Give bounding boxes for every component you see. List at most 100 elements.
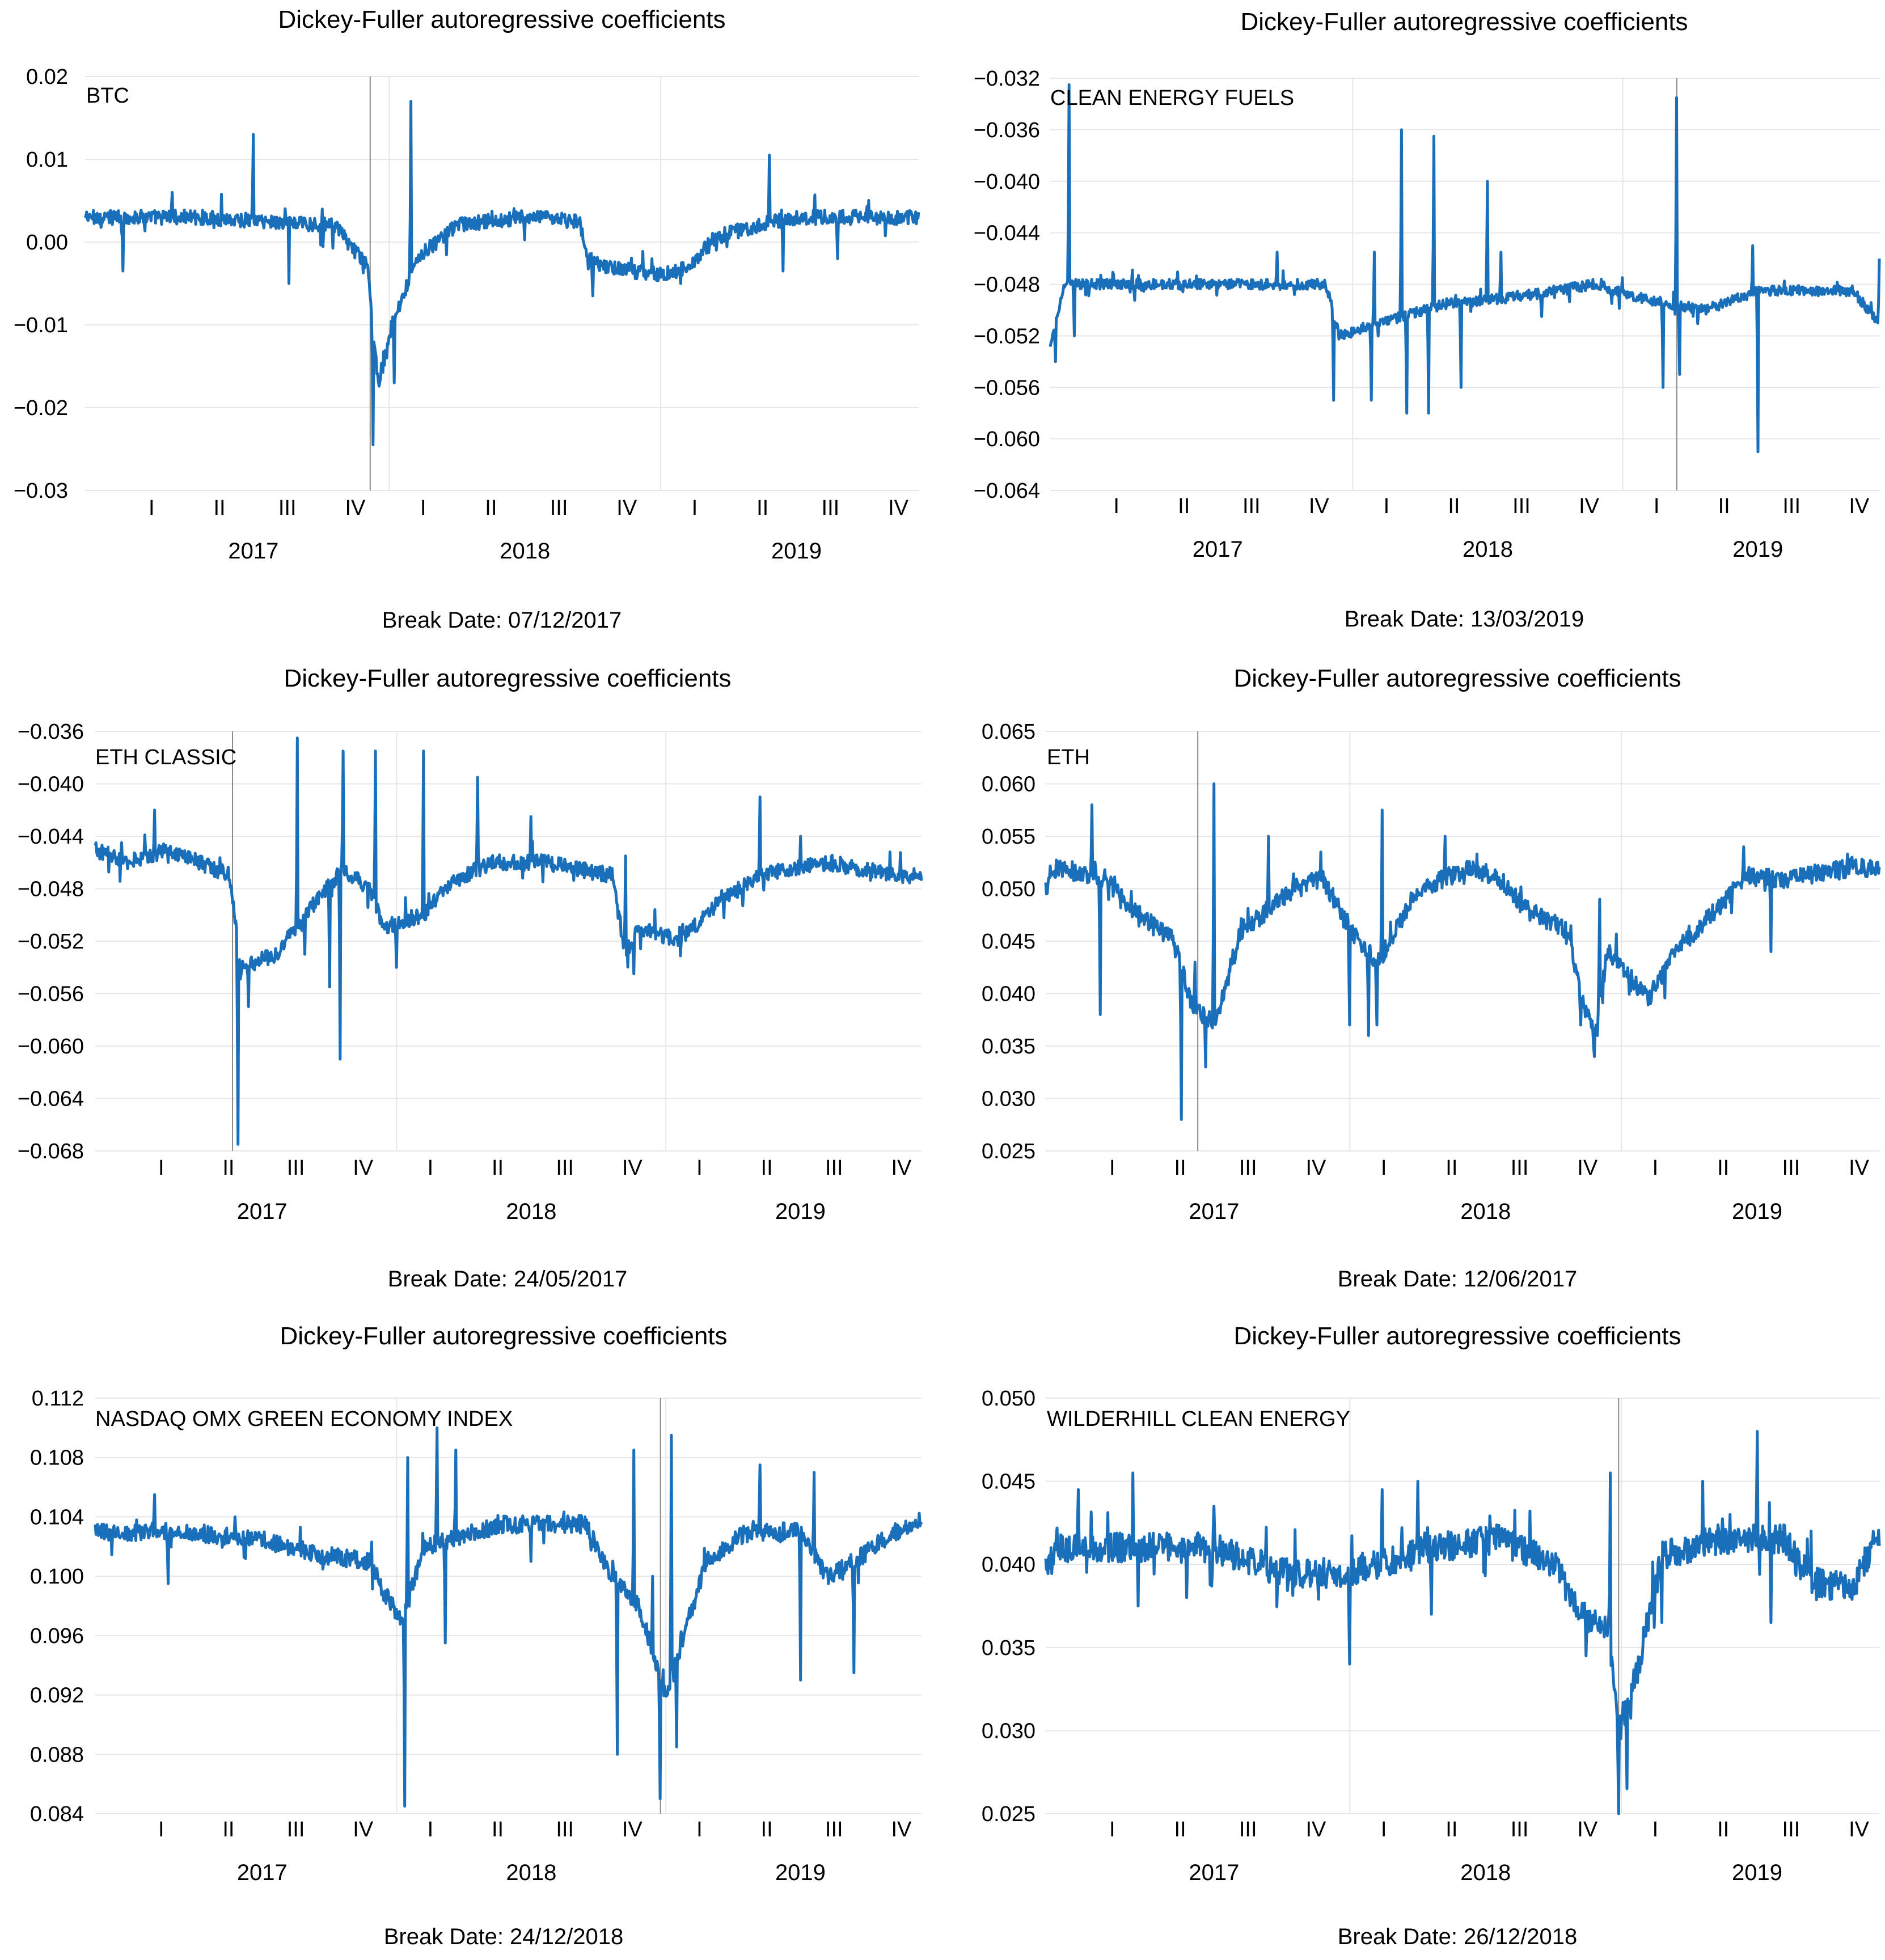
- series-label: ETH: [1047, 746, 1090, 769]
- x-quarter-label: II: [222, 1818, 234, 1842]
- x-quarter-label: I: [692, 496, 698, 520]
- x-year-label: 2018: [1460, 1860, 1511, 1885]
- chart-title: Dickey-Fuller autoregressive coefficient…: [1233, 1322, 1681, 1350]
- x-quarter-label: IV: [888, 496, 909, 520]
- x-quarter-label: II: [1178, 494, 1190, 518]
- chart-plot: 0.020.010.00−0.01−0.02−0.03I II III IV I II II…: [14, 65, 920, 564]
- chart-title: Dickey-Fuller autoregressive coefficient…: [1233, 664, 1681, 692]
- x-year-label: 2017: [1189, 1860, 1239, 1885]
- series-label: ETH CLASSIC: [95, 746, 237, 769]
- y-tick-label: −0.048: [974, 273, 1040, 297]
- x-quarter-label: III: [1512, 494, 1531, 518]
- x-quarter-label: I: [1652, 1818, 1659, 1842]
- x-quarter-label: II: [761, 1156, 773, 1180]
- x-quarter-label: I: [428, 1156, 434, 1180]
- y-tick-label: 0.045: [982, 930, 1036, 954]
- x-quarter-label: III: [825, 1156, 843, 1180]
- y-tick-label: 0.030: [982, 1087, 1036, 1111]
- x-quarter-label: I: [696, 1156, 703, 1180]
- chart-panel-wilderhill-clean-energy: Dickey-Fuller autoregressive coefficient…: [942, 1306, 1885, 1960]
- y-tick-label: 0.050: [982, 1387, 1036, 1411]
- x-quarter-label: I: [158, 1156, 164, 1180]
- x-quarter-label: III: [556, 1818, 574, 1842]
- chart-title: Dickey-Fuller autoregressive coefficient…: [1240, 8, 1688, 36]
- y-tick-label: −0.040: [18, 773, 84, 797]
- x-quarter-label: II: [1174, 1818, 1186, 1842]
- x-quarter-label: IV: [1849, 1156, 1870, 1180]
- x-year-label: 2017: [1193, 537, 1243, 562]
- x-year-label: 2017: [237, 1860, 288, 1885]
- y-tick-label: −0.01: [14, 314, 68, 337]
- x-quarter-label: III: [1511, 1818, 1529, 1842]
- x-quarter-label: I: [1384, 494, 1390, 518]
- y-tick-label: −0.056: [974, 376, 1040, 400]
- y-tick-label: 0.060: [982, 773, 1036, 797]
- y-tick-label: 0.035: [982, 1636, 1036, 1660]
- x-year-label: 2018: [1460, 1199, 1511, 1224]
- series-line: [1044, 1430, 1881, 1815]
- series-line: [94, 736, 923, 1146]
- y-tick-label: 0.050: [982, 878, 1036, 901]
- y-tick-label: 0.00: [26, 231, 68, 255]
- x-quarter-label: III: [1782, 494, 1801, 518]
- x-quarter-label: IV: [1577, 1818, 1598, 1842]
- series-line: [94, 1426, 923, 1808]
- x-year-label: 2017: [1189, 1199, 1239, 1224]
- x-year-label: 2017: [237, 1199, 288, 1224]
- x-quarter-label: III: [287, 1156, 305, 1180]
- series-label: WILDERHILL CLEAN ENERGY: [1047, 1407, 1350, 1431]
- x-quarter-label: II: [1174, 1156, 1186, 1180]
- chart-plot: −0.032 −0.036 −0.040 −0.044 −0.048 −0.052 −0.0…: [974, 67, 1881, 562]
- x-quarter-label: I: [149, 496, 155, 520]
- x-quarter-label: II: [761, 1818, 773, 1842]
- x-quarter-label: IV: [616, 496, 637, 520]
- x-quarter-label: II: [492, 1156, 504, 1180]
- x-quarter-label: III: [1511, 1156, 1529, 1180]
- chart-title: Dickey-Fuller autoregressive coefficient…: [278, 6, 726, 33]
- chart-panel-eth: Dickey-Fuller autoregressive coefficient…: [942, 653, 1885, 1306]
- y-tick-label: −0.060: [18, 1035, 84, 1059]
- series-line: [1044, 782, 1881, 1121]
- x-quarter-label: III: [556, 1156, 574, 1180]
- y-tick-label: 0.108: [30, 1446, 84, 1470]
- y-tick-label: 0.045: [982, 1470, 1036, 1494]
- y-tick-label: 0.040: [982, 1553, 1036, 1577]
- y-tick-label: −0.064: [18, 1087, 84, 1111]
- y-tick-label: −0.036: [18, 720, 84, 744]
- series-label: BTC: [86, 84, 129, 108]
- x-quarter-label: IV: [1305, 1818, 1326, 1842]
- x-quarter-label: III: [1242, 494, 1261, 518]
- y-tick-label: −0.044: [974, 222, 1040, 245]
- x-quarter-label: I: [1109, 1818, 1115, 1842]
- y-tick-label: 0.084: [30, 1802, 84, 1826]
- y-tick-label: −0.044: [18, 825, 84, 849]
- x-quarter-label: I: [1381, 1818, 1387, 1842]
- break-date-label: Break Date: 26/12/2018: [1337, 1924, 1578, 1949]
- series-line: [83, 100, 920, 447]
- y-tick-label: −0.032: [974, 67, 1040, 91]
- y-tick-label: 0.030: [982, 1719, 1036, 1743]
- x-quarter-label: I: [1654, 494, 1660, 518]
- x-quarter-label: II: [222, 1156, 234, 1180]
- x-year-label: 2018: [506, 1199, 556, 1224]
- x-year-label: 2017: [228, 539, 278, 564]
- y-tick-label: 0.025: [982, 1802, 1036, 1826]
- y-tick-label: −0.064: [974, 479, 1040, 503]
- x-year-label: 2019: [771, 539, 822, 564]
- break-date-label: Break Date: 13/03/2019: [1344, 607, 1584, 632]
- series-label: CLEAN ENERGY FUELS: [1050, 86, 1295, 110]
- x-quarter-label: III: [1782, 1818, 1801, 1842]
- series-label: NASDAQ OMX GREEN ECONOMY INDEX: [95, 1407, 513, 1431]
- x-quarter-label: II: [213, 496, 225, 520]
- x-quarter-label: II: [1448, 494, 1460, 518]
- x-quarter-label: III: [278, 496, 297, 520]
- break-date-label: Break Date: 24/05/2017: [387, 1267, 628, 1292]
- chart-plot: −0.036 −0.040 −0.044 −0.048 −0.052 −0.056 −0.0…: [18, 720, 923, 1224]
- y-tick-label: 0.088: [30, 1743, 84, 1767]
- break-date-label: Break Date: 07/12/2017: [382, 608, 622, 633]
- x-quarter-label: II: [1718, 494, 1730, 518]
- x-quarter-label: III: [822, 496, 840, 520]
- x-quarter-label: IV: [353, 1818, 374, 1842]
- x-quarter-label: II: [1717, 1156, 1729, 1180]
